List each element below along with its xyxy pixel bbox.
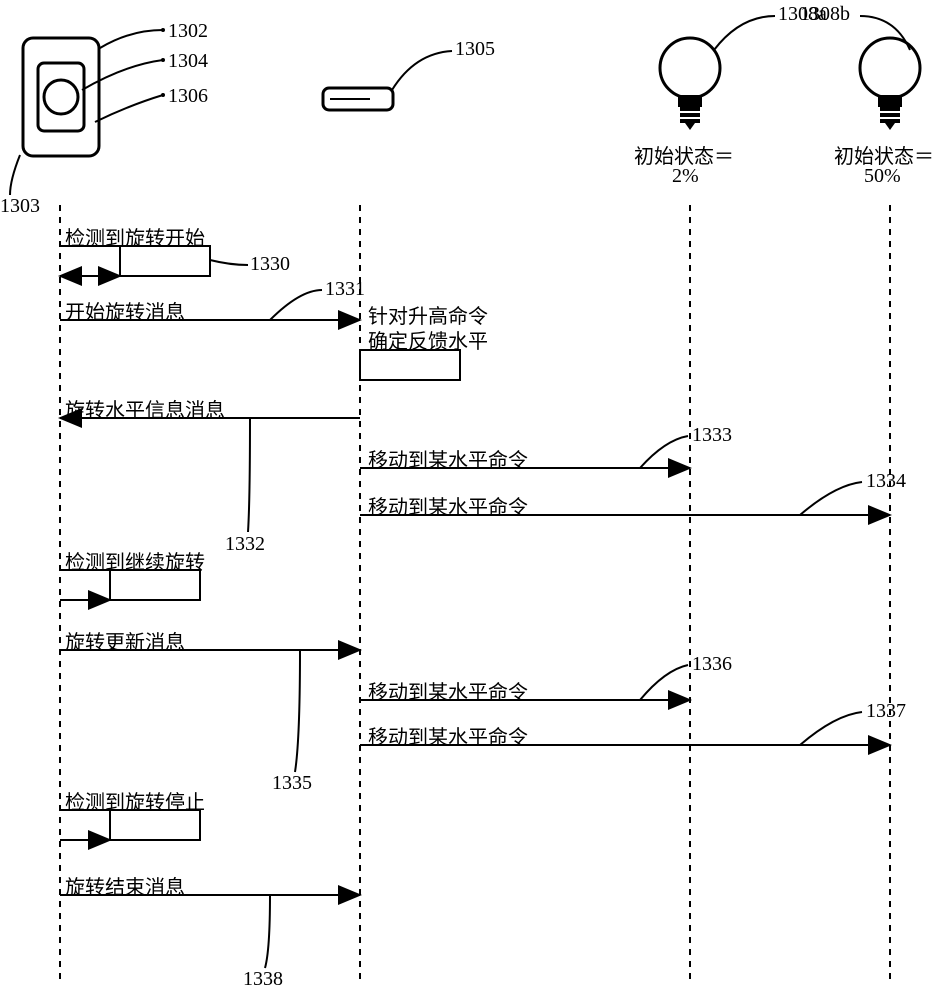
diagram: { "type": "sequence-diagram", "geometry"…	[0, 0, 935, 1000]
r9-label: 移动到某水平命令	[368, 721, 528, 750]
r1-label: 检测到旋转开始	[65, 222, 205, 251]
ref-1334: 1334	[866, 470, 906, 493]
ref-1337: 1337	[866, 700, 906, 723]
r10-label: 检测到旋转停止	[65, 786, 205, 815]
ref-1335: 1335	[272, 772, 312, 795]
r4-label: 移动到某水平命令	[368, 444, 528, 473]
r7-label: 旋转更新消息	[65, 626, 185, 655]
ref-1336: 1336	[692, 653, 732, 676]
ref-1338: 1338	[243, 968, 283, 991]
ref-1330: 1330	[250, 253, 290, 276]
r5-label: 移动到某水平命令	[368, 491, 528, 520]
r11-label: 旋转结束消息	[65, 871, 185, 900]
r8-label: 移动到某水平命令	[368, 676, 528, 705]
r2-label: 开始旋转消息	[65, 296, 185, 325]
hub-l2: 确定反馈水平	[368, 325, 488, 354]
ref-1332: 1332	[225, 533, 265, 556]
r3-label: 旋转水平信息消息	[65, 394, 225, 423]
r6-label: 检测到继续旋转	[65, 546, 205, 575]
ref-1333: 1333	[692, 424, 732, 447]
ref-1331: 1331	[325, 278, 365, 301]
